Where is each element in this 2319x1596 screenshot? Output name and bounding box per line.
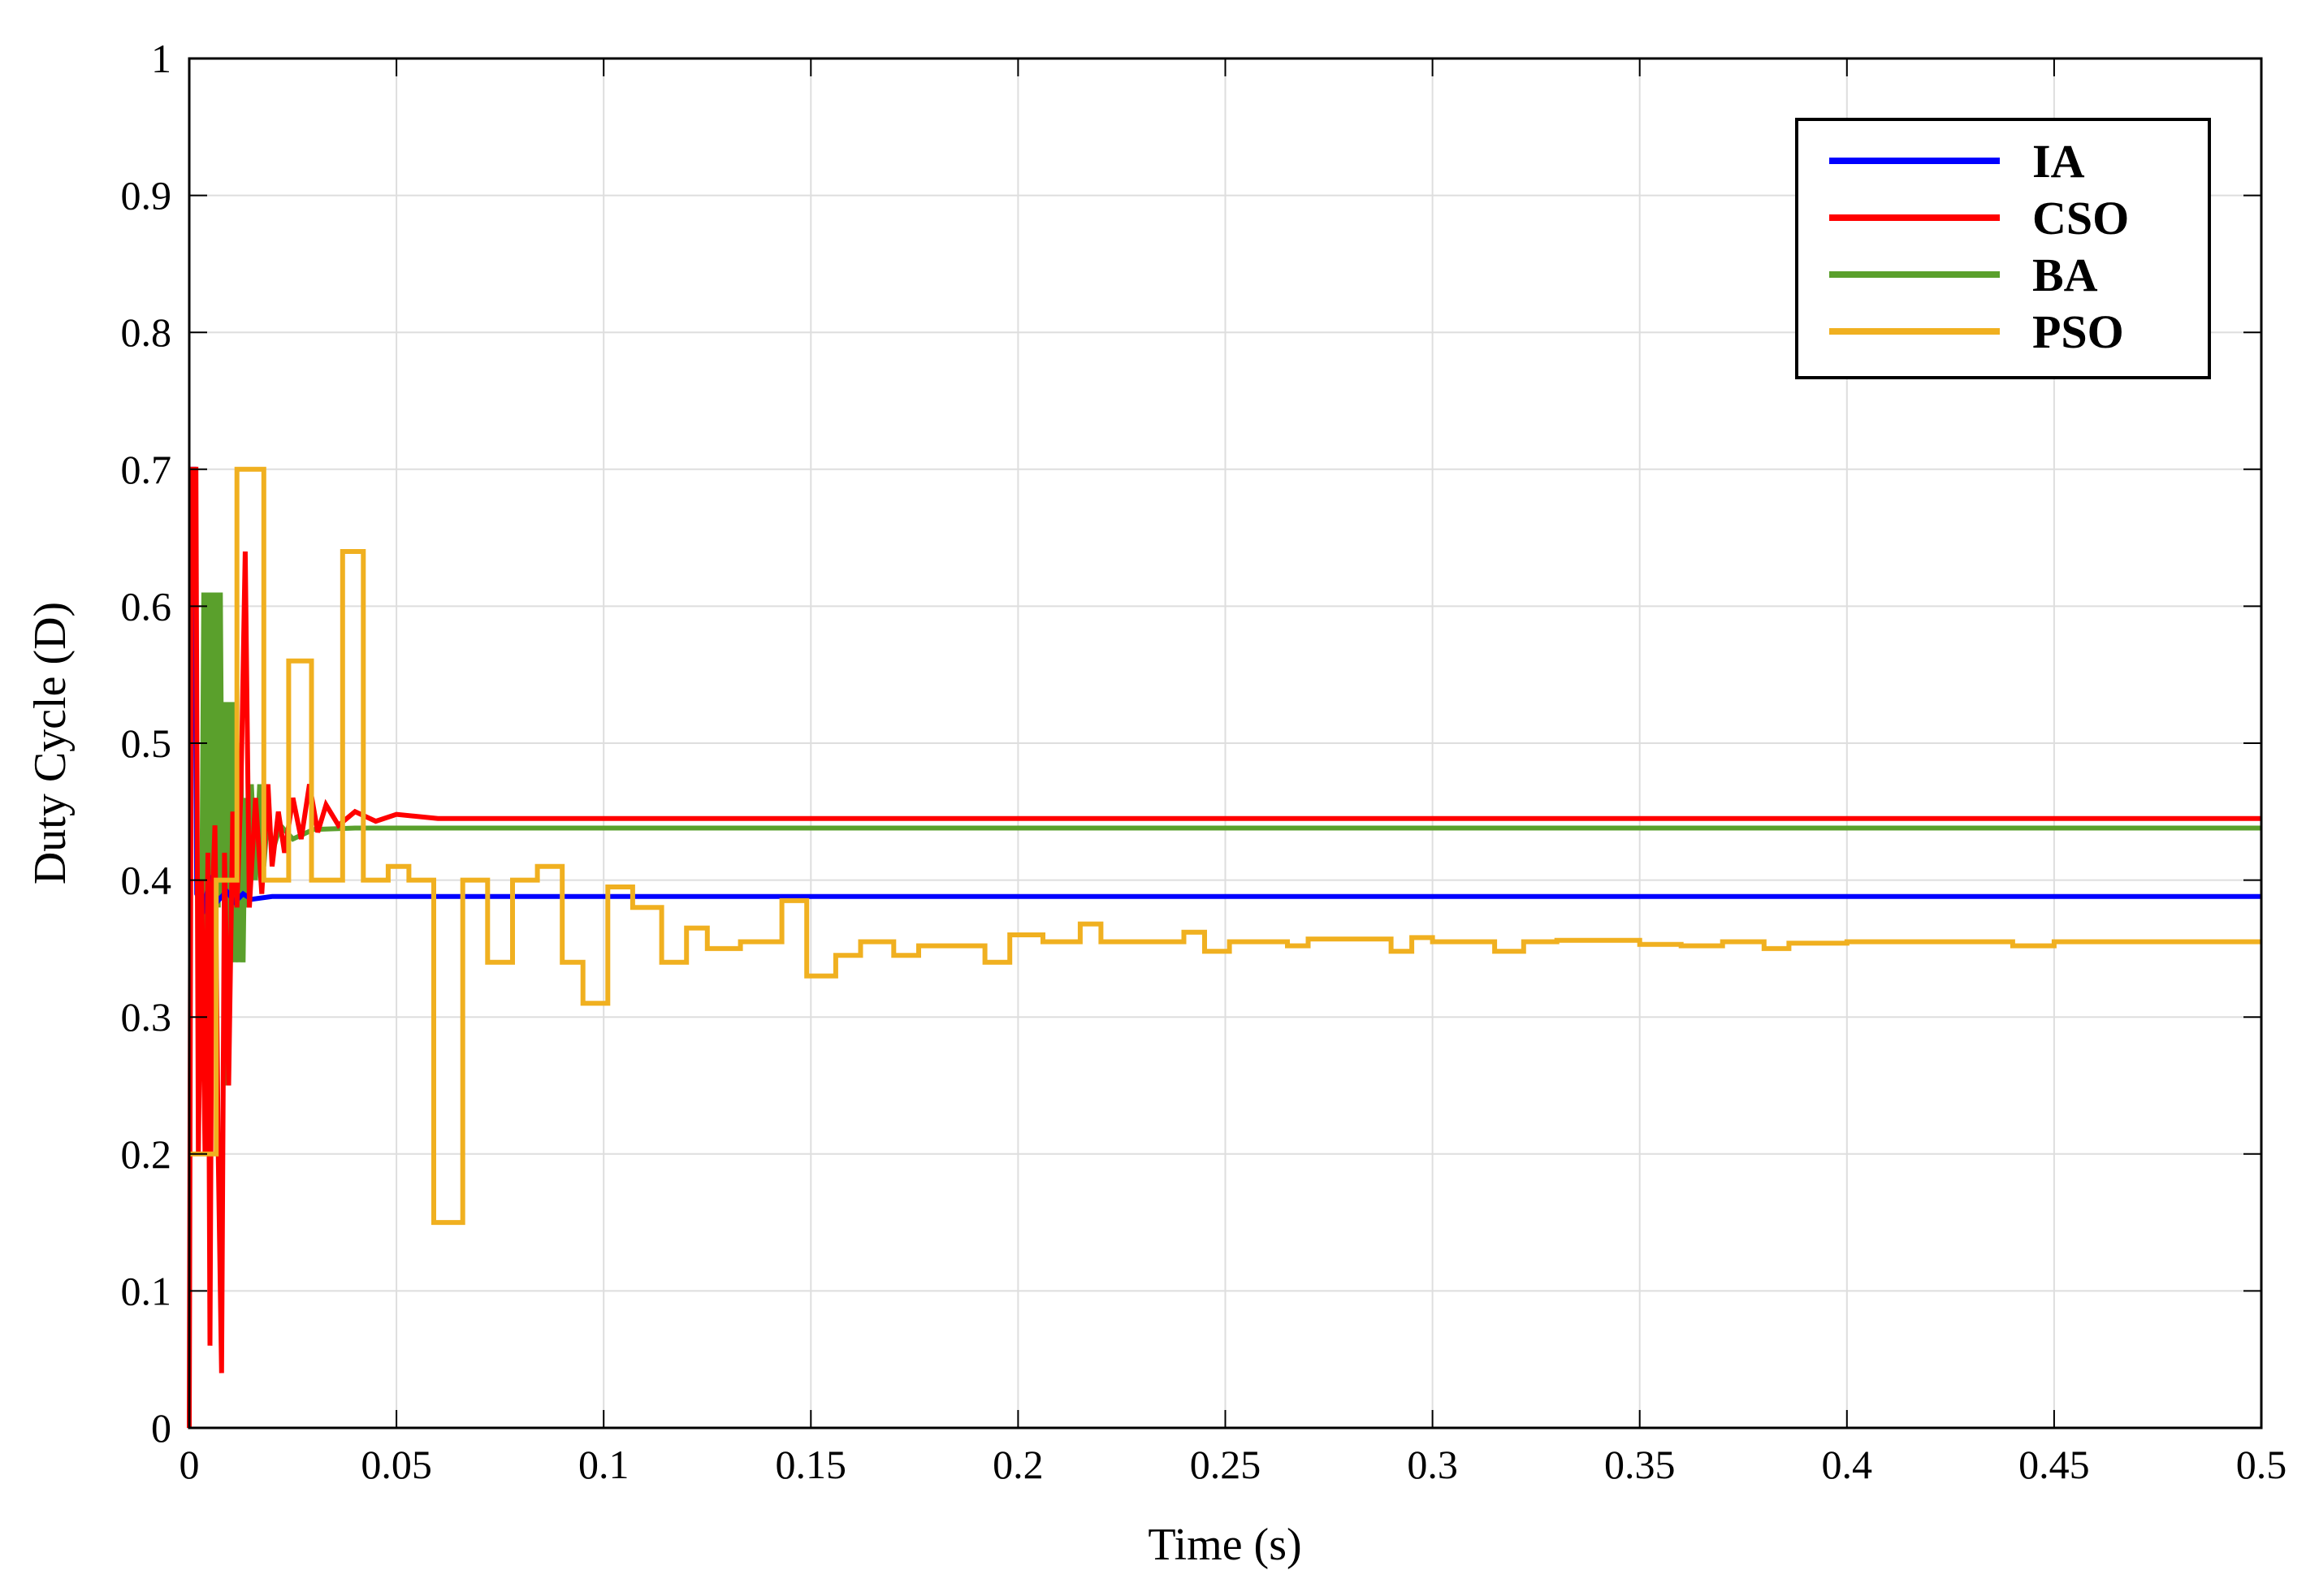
x-tick-label: 0.4 (1822, 1442, 1873, 1487)
x-tick-label: 0.15 (776, 1442, 847, 1487)
y-axis-label: Duty Cycle (D) (25, 602, 76, 885)
x-tick-label: 0 (180, 1442, 200, 1487)
y-tick-label: 0 (151, 1405, 171, 1451)
x-tick-label: 0.35 (1604, 1442, 1676, 1487)
legend-label-cso: CSO (2032, 192, 2129, 244)
x-tick-label: 0.5 (2236, 1442, 2287, 1487)
y-tick-label: 0.9 (121, 173, 172, 218)
y-tick-label: 0.8 (121, 309, 172, 355)
legend-label-pso: PSO (2032, 305, 2124, 358)
series-line-pso (189, 466, 2261, 1226)
x-axis-label: Time (s) (1148, 1520, 1301, 1570)
y-tick-label: 0.7 (121, 447, 172, 492)
y-tick-label: 0.1 (121, 1268, 172, 1313)
x-tick-label: 0.45 (2018, 1442, 2090, 1487)
x-tick-label: 0.1 (578, 1442, 630, 1487)
x-tick-label: 0.2 (993, 1442, 1044, 1487)
series-lines (187, 466, 2261, 1429)
y-tick-label: 0.2 (121, 1131, 172, 1177)
y-tick-label: 1 (151, 36, 171, 81)
legend-label-ia: IA (2032, 135, 2085, 188)
y-tick-label: 0.5 (121, 720, 172, 766)
x-tick-label: 0.3 (1407, 1442, 1458, 1487)
series-line-cso (187, 466, 2261, 1429)
axis-ticks: 0 0.05 0.1 0.15 0.2 0.25 0.3 0.35 0.4 0.45 0.5 0 0.1… (121, 36, 2287, 1487)
y-tick-label: 0.3 (121, 994, 172, 1040)
x-tick-label: 0.25 (1190, 1442, 1261, 1487)
y-tick-label: 0.6 (121, 583, 172, 629)
legend-label-ba: BA (2032, 249, 2098, 301)
y-tick-label: 0.4 (121, 858, 172, 903)
x-tick-label: 0.05 (361, 1442, 432, 1487)
